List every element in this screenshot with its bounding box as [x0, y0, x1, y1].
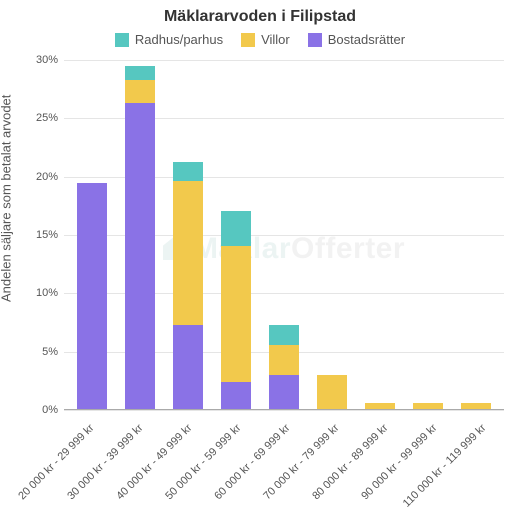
stacked-bar: [221, 211, 252, 411]
legend-item: Radhus/parhus: [115, 32, 223, 47]
y-axis-label: Andelen säljare som betalat arvodet: [0, 94, 14, 301]
bar-segment: [269, 375, 300, 410]
chart-title: Mäklararvoden i Filipstad: [0, 8, 520, 26]
bar-slot: [452, 60, 500, 410]
y-tick-label: 15%: [36, 229, 64, 241]
bar-slot: [356, 60, 404, 410]
bar-segment: [221, 211, 252, 246]
x-tick-label: 110 000 kr - 119 999 kr: [455, 416, 504, 520]
y-tick-label: 5%: [42, 346, 64, 358]
bar-segment: [173, 325, 204, 410]
bar-segment: [77, 183, 108, 411]
y-tick-label: 0%: [42, 404, 64, 416]
stacked-bar: [77, 183, 108, 411]
bar-slot: [164, 60, 212, 410]
bar-slot: [260, 60, 308, 410]
bar-slot: [404, 60, 452, 410]
legend-item: Bostadsrätter: [308, 32, 405, 47]
bar-segment: [221, 246, 252, 383]
bar-segment: [173, 162, 204, 182]
legend-label: Radhus/parhus: [135, 32, 223, 47]
bar-slot: [68, 60, 116, 410]
bar-segment: [125, 103, 156, 410]
chart-legend: Radhus/parhus Villor Bostadsrätter: [0, 32, 520, 47]
bar-segment: [173, 181, 204, 325]
y-tick-label: 20%: [36, 171, 64, 183]
x-axis-labels: 20 000 kr - 29 999 kr30 000 kr - 39 999 …: [64, 416, 504, 520]
bar-slot: [308, 60, 356, 410]
y-tick-label: 30%: [36, 54, 64, 66]
bar-segment: [125, 66, 156, 80]
grid-line: [64, 410, 504, 411]
bar-slot: [212, 60, 260, 410]
stacked-bar: [125, 66, 156, 410]
stacked-bar: [269, 325, 300, 410]
bars-group: [64, 60, 504, 410]
y-tick-label: 25%: [36, 112, 64, 124]
legend-item: Villor: [241, 32, 290, 47]
y-tick-label: 10%: [36, 287, 64, 299]
bar-segment: [269, 325, 300, 345]
bar-segment: [317, 375, 348, 410]
bar-segment: [125, 80, 156, 103]
x-axis-line: [64, 409, 504, 410]
legend-swatch: [241, 33, 255, 47]
bar-slot: [116, 60, 164, 410]
legend-swatch: [115, 33, 129, 47]
plot-area: MäklarOfferter 0%5%10%15%20%25%30%: [64, 60, 504, 410]
stacked-bar: [173, 162, 204, 410]
stacked-bar: [317, 375, 348, 410]
legend-label: Villor: [261, 32, 290, 47]
bar-segment: [221, 382, 252, 410]
bar-segment: [269, 345, 300, 375]
chart-container: Mäklararvoden i Filipstad Radhus/parhus V…: [0, 0, 520, 520]
legend-label: Bostadsrätter: [328, 32, 405, 47]
legend-swatch: [308, 33, 322, 47]
